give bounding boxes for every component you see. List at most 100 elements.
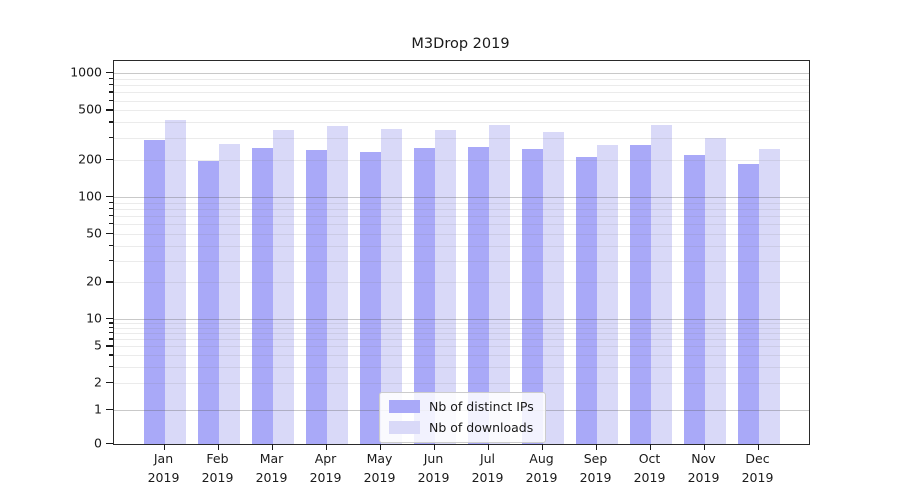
y-minor-tick-mark — [109, 207, 113, 210]
y-minor-tick-mark — [109, 91, 113, 93]
y-minor-tick-mark — [109, 201, 113, 203]
y-tick-mark — [106, 109, 113, 111]
x-tick-mark-apr — [325, 444, 327, 450]
bar-jun-downloads — [434, 129, 456, 444]
y-minor-tick-mark — [109, 214, 113, 217]
y-minor-tick-mark — [109, 244, 113, 246]
x-tick-label-oct: Oct 2019 — [633, 451, 666, 485]
x-tick-label-jan: Jan 2019 — [147, 451, 180, 485]
x-tick-mark-nov — [703, 444, 705, 450]
x-tick-label-may: May 2019 — [363, 451, 396, 485]
y-tick-label-1000: 1000 — [70, 64, 102, 80]
bar-aug-ips — [521, 148, 543, 444]
y-tick-label-500: 500 — [78, 101, 102, 117]
gridline-300 — [114, 137, 809, 139]
x-tick-mark-jan — [163, 444, 165, 450]
y-tick-label-10: 10 — [86, 310, 102, 326]
y-minor-tick-mark — [109, 332, 113, 334]
gridline-40 — [114, 245, 809, 247]
y-tick-mark — [106, 232, 113, 235]
gridline-90 — [114, 202, 809, 204]
y-minor-tick-mark — [109, 121, 113, 123]
gridline-30 — [114, 260, 809, 262]
bar-apr-ips — [305, 149, 327, 444]
y-tick-label-50: 50 — [86, 225, 102, 241]
bar-jul-ips — [467, 146, 489, 444]
gridline-20 — [114, 282, 809, 284]
gridline-4 — [114, 355, 809, 357]
gridline-400 — [114, 122, 809, 124]
legend-swatch-icon — [389, 400, 420, 413]
gridline-80 — [114, 208, 809, 210]
y-tick-mark — [106, 158, 113, 161]
y-tick-mark — [106, 409, 113, 411]
legend-label: Nb of downloads — [429, 420, 534, 435]
gridline-900 — [114, 78, 809, 80]
bar-jun-ips — [413, 147, 435, 444]
bar-sep-ips — [575, 157, 597, 444]
gridline-3 — [114, 366, 809, 368]
y-minor-tick-mark — [109, 84, 113, 86]
y-minor-tick-mark — [109, 326, 113, 329]
bar-dec-downloads — [758, 148, 780, 444]
y-minor-tick-mark — [109, 99, 113, 101]
legend-row-downloads: Nb of downloads — [389, 420, 534, 435]
x-tick-mark-jul — [487, 444, 489, 450]
gridline-200 — [114, 159, 809, 161]
x-tick-label-jun: Jun 2019 — [417, 451, 450, 485]
y-tick-mark — [106, 72, 113, 74]
x-tick-mark-aug — [541, 444, 543, 450]
y-minor-tick-mark — [109, 338, 113, 340]
gridline-2 — [114, 382, 809, 384]
x-tick-mark-dec — [757, 444, 759, 450]
y-tick-label-20: 20 — [86, 273, 102, 289]
y-tick-label-1: 1 — [94, 401, 102, 417]
legend-swatch-icon — [389, 421, 420, 434]
y-tick-mark — [106, 381, 113, 383]
x-tick-label-apr: Apr 2019 — [309, 451, 342, 485]
x-tick-label-dec: Dec 2019 — [741, 451, 774, 485]
y-tick-label-200: 200 — [78, 151, 102, 167]
bar-jul-downloads — [488, 125, 510, 444]
x-tick-label-sep: Sep 2019 — [579, 451, 612, 485]
x-tick-mark-feb — [217, 444, 219, 450]
bar-mar-ips — [251, 147, 273, 444]
bar-oct-downloads — [650, 125, 672, 444]
y-minor-tick-mark — [109, 259, 113, 262]
y-minor-tick-mark — [109, 322, 113, 324]
x-tick-mark-oct — [649, 444, 651, 450]
y-tick-label-100: 100 — [78, 188, 102, 204]
bar-may-downloads — [380, 128, 402, 444]
y-minor-tick-mark — [109, 365, 113, 367]
y-tick-label-5: 5 — [94, 337, 102, 353]
bar-jan-downloads — [164, 119, 186, 444]
gridline-7 — [114, 333, 809, 335]
y-minor-tick-mark — [109, 77, 113, 80]
gridline-50 — [114, 233, 809, 235]
y-tick-label-0: 0 — [94, 435, 102, 451]
x-tick-label-feb: Feb 2019 — [201, 451, 234, 485]
bar-may-ips — [359, 152, 381, 444]
bar-sep-downloads — [596, 144, 618, 444]
gridline-6 — [114, 339, 809, 341]
y-tick-mark — [106, 281, 113, 283]
x-tick-label-nov: Nov 2019 — [687, 451, 720, 485]
y-tick-label-2: 2 — [94, 374, 102, 390]
gridline-1000 — [114, 73, 809, 74]
gridline-9 — [114, 323, 809, 325]
chart-title: M3Drop 2019 — [411, 36, 510, 52]
x-tick-mark-may — [379, 444, 381, 450]
gridline-8 — [114, 327, 809, 329]
x-tick-mark-sep — [595, 444, 597, 450]
x-tick-mark-jun — [433, 444, 435, 450]
bar-oct-ips — [629, 144, 651, 444]
gridline-100 — [114, 197, 809, 198]
y-tick-mark — [106, 443, 113, 445]
y-tick-mark — [106, 196, 113, 198]
bar-jan-ips — [143, 139, 165, 444]
x-tick-mark-mar — [271, 444, 273, 450]
gridline-600 — [114, 100, 809, 102]
gridline-5 — [114, 346, 809, 348]
bar-feb-ips — [197, 161, 219, 444]
